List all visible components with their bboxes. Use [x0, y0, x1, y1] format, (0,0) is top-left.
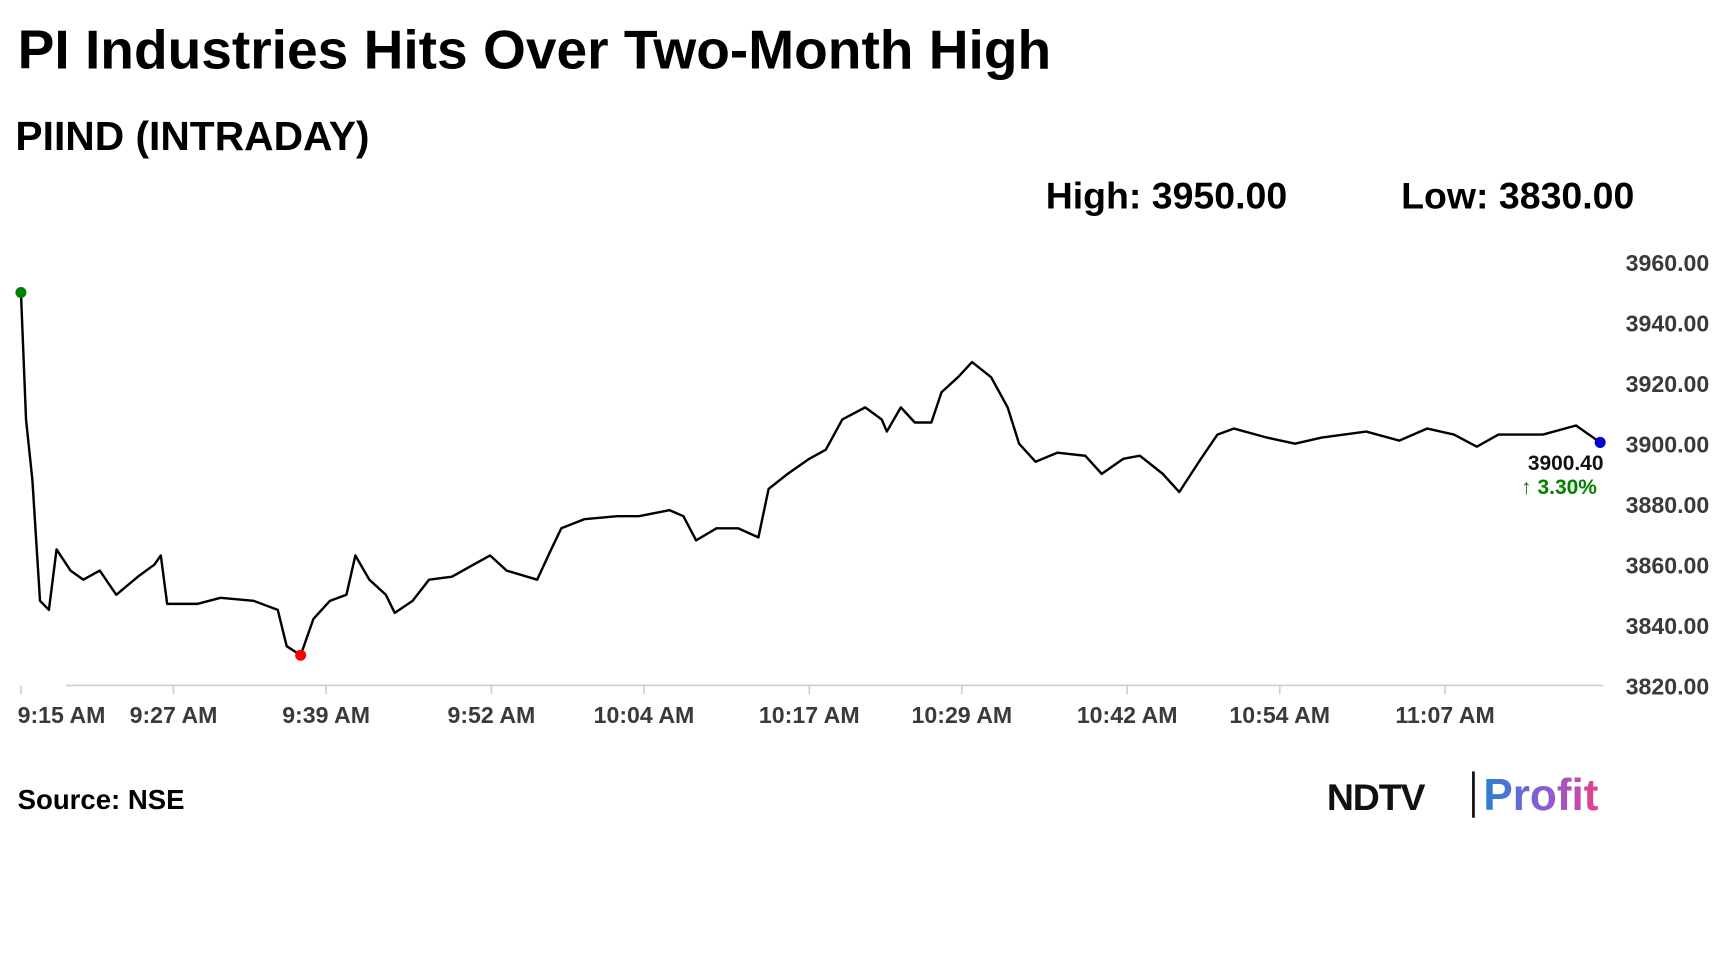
low-label: Low: 3830.00 [1401, 174, 1634, 216]
x-tick-label: 9:15 AM [18, 702, 106, 728]
y-tick-label: 3920.00 [1626, 371, 1710, 397]
chart-subtitle: PIIND (INTRADAY) [15, 113, 369, 159]
x-tick-label: 9:27 AM [130, 702, 218, 728]
x-tick-label: 11:07 AM [1395, 702, 1494, 728]
brand-ndtv: NDTV [1327, 776, 1426, 818]
x-tick-label: 9:39 AM [282, 702, 370, 728]
y-tick-label: 3880.00 [1626, 492, 1710, 518]
y-tick-label: 3940.00 [1626, 311, 1710, 337]
x-tick-label: 10:54 AM [1229, 702, 1330, 728]
brand-profit: Profit [1483, 771, 1598, 820]
marker-low [295, 649, 307, 661]
x-tick-label: 10:29 AM [912, 702, 1013, 728]
price-line [19, 292, 1601, 657]
high-label: High: 3950.00 [1046, 174, 1287, 216]
x-tick-label: 9:52 AM [447, 702, 535, 728]
y-tick-label: 3960.00 [1626, 250, 1710, 276]
y-tick-label: 3840.00 [1626, 613, 1710, 639]
x-tick-label: 10:04 AM [594, 702, 695, 728]
change-label: ↑ 3.30% [1521, 476, 1597, 499]
x-tick-label: 10:42 AM [1077, 702, 1178, 728]
chart-title: PI Industries Hits Over Two-Month High [18, 18, 1052, 80]
y-tick-label: 3860.00 [1626, 552, 1710, 578]
x-tick-label: 10:17 AM [759, 702, 860, 728]
y-tick-label: 3820.00 [1626, 673, 1710, 699]
marker-start [15, 287, 27, 299]
source: Source: NSE [18, 784, 185, 815]
y-tick-label: 3900.00 [1626, 431, 1710, 457]
marker-end [1594, 436, 1606, 448]
last-value-label: 3900.40 [1528, 452, 1604, 475]
